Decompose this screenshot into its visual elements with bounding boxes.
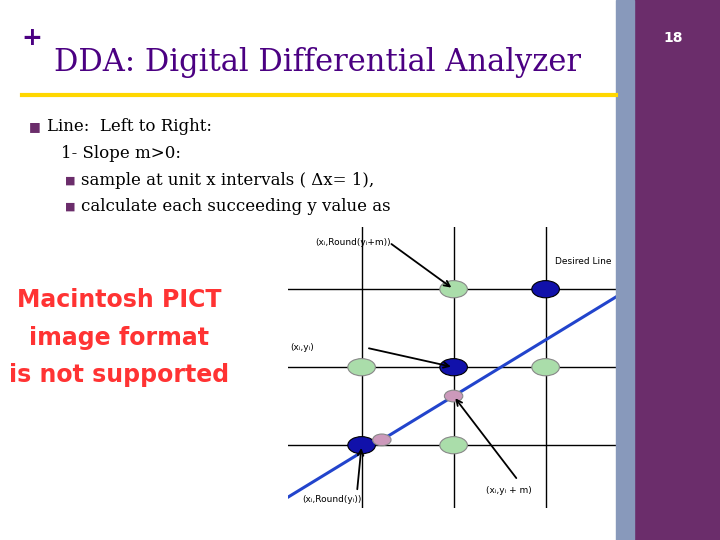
Text: sample at unit x intervals ( Δx= 1),: sample at unit x intervals ( Δx= 1), (81, 172, 374, 190)
Text: Line:  Left to Right:: Line: Left to Right: (47, 118, 212, 136)
Text: 1- Slope m>0:: 1- Slope m>0: (61, 145, 181, 163)
Text: ■: ■ (29, 120, 40, 133)
Text: (xᵢ,Round(yᵢ+m)): (xᵢ,Round(yᵢ+m)) (315, 238, 391, 247)
Ellipse shape (440, 359, 467, 376)
Ellipse shape (440, 281, 467, 298)
Text: DDA: Digital Differential Analyzer: DDA: Digital Differential Analyzer (54, 46, 581, 78)
Text: +: + (22, 26, 42, 50)
Ellipse shape (532, 359, 559, 376)
Text: calculate each succeeding y value as: calculate each succeeding y value as (81, 198, 390, 215)
Ellipse shape (444, 390, 463, 402)
Text: ■: ■ (65, 201, 76, 211)
Text: Macintosh PICT: Macintosh PICT (17, 288, 221, 312)
Text: 18: 18 (663, 31, 683, 45)
Ellipse shape (373, 434, 391, 446)
Text: (xᵢ,Round(yᵢ)): (xᵢ,Round(yᵢ)) (302, 495, 361, 504)
Ellipse shape (440, 437, 467, 454)
Text: (xᵢ,yᵢ): (xᵢ,yᵢ) (290, 343, 314, 352)
Text: Desired Line: Desired Line (555, 258, 611, 266)
Ellipse shape (348, 359, 375, 376)
Text: ■: ■ (65, 176, 76, 186)
Text: is not supported: is not supported (9, 363, 229, 387)
Text: image format: image format (29, 326, 209, 349)
Text: (xᵢ,yᵢ + m): (xᵢ,yᵢ + m) (486, 486, 531, 495)
Ellipse shape (532, 281, 559, 298)
Ellipse shape (348, 437, 375, 454)
